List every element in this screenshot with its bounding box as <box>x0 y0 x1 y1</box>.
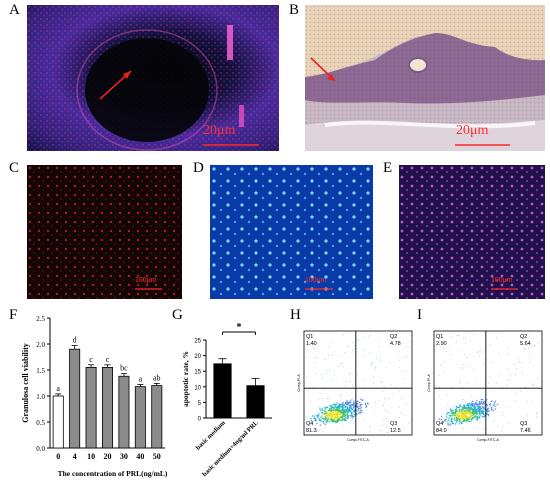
panel-label-d: D <box>193 160 204 176</box>
q4-value: 81.3 <box>306 428 317 434</box>
panel-label-c: C <box>9 160 20 176</box>
bar <box>85 367 97 449</box>
y-tick-label: 0 <box>198 417 202 423</box>
bar <box>69 348 81 449</box>
q2-value: 4.78 <box>390 341 401 347</box>
significance-letter: c <box>106 355 110 364</box>
scale-label-d: 100μm <box>305 277 327 284</box>
y-tick-label: 1.5 <box>36 367 45 375</box>
scale-label-b: 20μm <box>456 123 489 138</box>
q2-value: 5.64 <box>520 341 531 347</box>
x-axis-label: Comp-FITC-A <box>477 438 499 442</box>
x-tick-label: 50 <box>153 452 161 461</box>
micrograph-d: 100μm <box>210 165 373 299</box>
x-tick-label: 10 <box>87 452 95 461</box>
event-dots <box>435 333 540 432</box>
panel-label-i: I <box>417 307 422 323</box>
plot-frame <box>433 330 543 436</box>
q3-label: Q3 <box>390 421 397 427</box>
x-tick-label: basic medium+4ng/ml PRL <box>201 419 260 478</box>
event-dots <box>305 332 411 434</box>
bar <box>118 375 130 449</box>
x-tick-label: 20 <box>104 452 112 461</box>
significance-letter: c <box>89 355 93 364</box>
y-tick-label: 2.0 <box>36 341 45 349</box>
q1-value: 1.40 <box>306 341 317 347</box>
bar <box>213 363 232 418</box>
scale-label-a: 20μm <box>203 123 236 138</box>
micrograph-c: 100μm <box>27 165 182 299</box>
bar <box>151 385 163 449</box>
y-tick-label: 10 <box>194 385 201 391</box>
panel-label-f: F <box>9 307 18 323</box>
bar <box>52 395 64 449</box>
micrograph-e: 100μm <box>399 165 545 299</box>
y-axis-label: apoptotic rate, % <box>181 351 190 407</box>
significance-letter: d <box>73 336 77 345</box>
y-tick-label: 20 <box>194 354 201 360</box>
scale-label-e: 100μm <box>491 277 513 284</box>
panel-label-e: E <box>383 160 393 176</box>
plot-frame <box>303 330 413 436</box>
micrograph-a: 20μm <box>27 5 279 151</box>
q1-label: Q1 <box>306 334 313 340</box>
q3-value: 7.46 <box>520 428 531 434</box>
x-tick-label: 0 <box>56 452 60 461</box>
y-tick-label: 5 <box>198 401 202 407</box>
x-axis-label: The concentration of PRL(ng/mL) <box>58 469 168 478</box>
micrograph-b: 20μm <box>305 5 545 151</box>
panel-label-a: A <box>9 2 20 18</box>
panel-label-g: G <box>172 307 183 323</box>
q2-label: Q2 <box>520 334 527 340</box>
significance-letter: bc <box>120 364 128 373</box>
y-axis-label: Comp-PI-A <box>427 374 431 392</box>
bar <box>246 385 265 418</box>
y-tick-label: 0.5 <box>36 419 45 427</box>
y-tick-label: 2.5 <box>36 315 45 323</box>
q4-label: Q4 <box>436 421 443 427</box>
q4-value: 84.0 <box>436 428 447 434</box>
x-axis-label: Comp-FITC-A <box>347 438 369 442</box>
significance-letter: a <box>139 375 143 384</box>
x-tick-label: 4 <box>73 452 77 461</box>
significance-letter: a <box>56 384 60 393</box>
bar <box>134 386 146 449</box>
bar <box>102 367 113 449</box>
chart-f: 0.0 0.5 1.0 1.5 2.0 2.5 a 0 d 4 c 10 c 20 bc 30 a 40 ab 50 T… <box>21 315 168 478</box>
scale-label-c: 100μm <box>135 277 157 284</box>
q1-label: Q1 <box>436 334 443 340</box>
q2-label: Q2 <box>390 334 397 340</box>
x-tick-label: 30 <box>120 452 128 461</box>
q1-value: 2.90 <box>436 341 447 347</box>
significance-letter: ab <box>153 374 161 383</box>
y-tick-label: 0.0 <box>36 445 45 453</box>
q4-label: Q4 <box>306 421 313 427</box>
x-tick-label: basic medium <box>195 419 228 452</box>
y-tick-label: 15 <box>194 370 201 376</box>
y-tick-label: 1.0 <box>36 393 45 401</box>
y-tick-label: 25 <box>194 339 201 345</box>
panel-label-h: H <box>290 307 301 323</box>
q3-label: Q3 <box>520 421 527 427</box>
significance-star: * <box>237 322 242 333</box>
q3-value: 12.5 <box>390 428 401 434</box>
y-axis-label: Granulosa cell viability <box>21 343 30 423</box>
y-axis-label: Comp-PI-A <box>297 374 301 392</box>
x-tick-label: 40 <box>136 452 144 461</box>
panel-label-b: B <box>289 2 300 18</box>
